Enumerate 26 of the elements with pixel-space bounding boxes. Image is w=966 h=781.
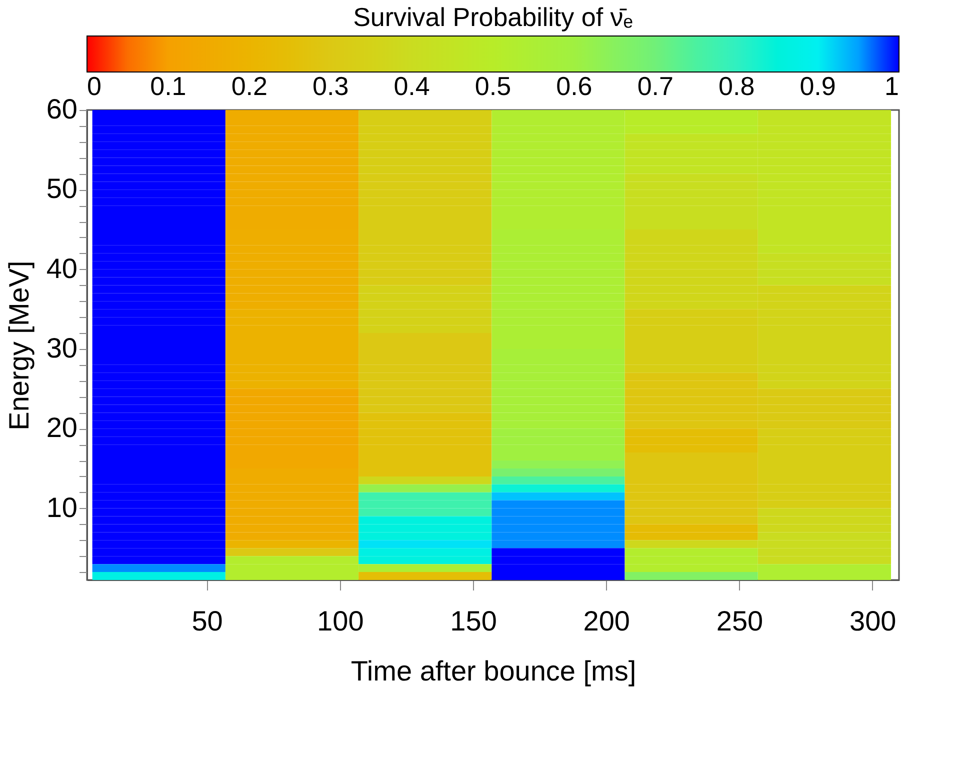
color-bar-label: 0.1: [150, 71, 186, 101]
color-bar-title: Survival Probability of ν̄ₑ: [353, 2, 633, 32]
color-bar-label: 0.6: [556, 71, 592, 101]
color-bar-label: 1: [884, 71, 899, 101]
y-tick-label: 50: [46, 173, 78, 204]
color-bar-label: 0.2: [231, 71, 268, 101]
x-tick-label: 50: [192, 606, 223, 636]
y-tick-label: 20: [46, 412, 78, 444]
x-tick-label: 200: [583, 606, 630, 636]
color-bar-label: 0: [87, 71, 102, 101]
color-bar-label: 0.4: [394, 71, 430, 101]
color-bar-label: 0.9: [800, 71, 836, 101]
x-tick-label: 150: [450, 606, 497, 636]
x-axis-title: Time after bounce [ms]: [350, 656, 636, 686]
y-tick-label: 10: [46, 492, 78, 523]
x-tick-label: 250: [716, 606, 764, 636]
color-bar-label: 0.7: [637, 71, 674, 101]
color-bar-label: 0.3: [312, 71, 349, 101]
color-bar-label: 0.5: [474, 71, 512, 101]
x-tick-label: 100: [317, 606, 364, 636]
color-bar-label: 0.8: [718, 71, 755, 101]
y-axis-title: Energy [MeV]: [3, 260, 34, 430]
y-tick-label: 30: [46, 332, 78, 364]
y-tick-label: 60: [46, 94, 78, 124]
y-tick-label: 40: [46, 252, 78, 284]
x-tick-label: 300: [850, 606, 896, 636]
